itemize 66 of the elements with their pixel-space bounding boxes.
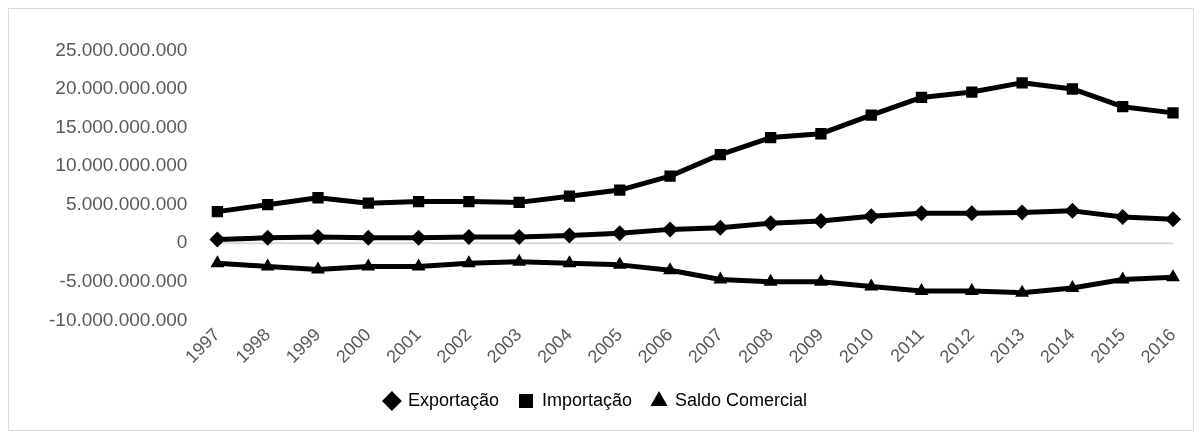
legend-label: Saldo Comercial	[675, 389, 808, 410]
point	[562, 255, 577, 268]
y-tick-label: 25.000.000.000	[55, 38, 188, 60]
point	[1165, 211, 1181, 228]
point	[411, 258, 426, 271]
y-tick-label: 20.000.000.000	[55, 77, 188, 99]
point	[361, 258, 376, 271]
point	[764, 131, 777, 144]
y-tick-label: 5.000.000.000	[65, 192, 188, 214]
point	[915, 91, 928, 104]
point	[913, 205, 930, 222]
point	[563, 190, 576, 202]
point	[262, 199, 274, 211]
point	[360, 229, 377, 246]
point	[1066, 83, 1079, 95]
point	[664, 170, 676, 182]
point	[1115, 271, 1130, 284]
point	[1014, 204, 1031, 221]
y-tick-label: -10.000.000.000	[48, 308, 188, 330]
point	[1167, 107, 1179, 119]
point	[209, 231, 226, 248]
point	[412, 195, 425, 208]
point	[561, 227, 578, 244]
point	[362, 197, 374, 209]
point	[1065, 280, 1080, 293]
point	[815, 128, 827, 140]
point	[1117, 101, 1129, 113]
point	[210, 255, 225, 268]
point	[1016, 77, 1028, 89]
y-tick-label: -5.000.000.000	[59, 270, 188, 292]
point	[865, 109, 877, 121]
point	[863, 208, 880, 225]
point	[410, 229, 427, 246]
point	[712, 219, 729, 236]
point	[513, 196, 525, 209]
point	[260, 258, 275, 271]
legend-label: Importação	[541, 389, 633, 410]
point	[1166, 269, 1180, 282]
point	[963, 205, 980, 222]
point	[662, 221, 679, 238]
point	[311, 261, 325, 274]
point	[312, 192, 324, 204]
point	[713, 271, 728, 284]
point	[663, 262, 677, 275]
point	[763, 273, 778, 286]
point	[612, 256, 627, 269]
point	[964, 283, 979, 296]
point	[914, 283, 929, 296]
point	[211, 205, 224, 218]
point	[614, 184, 626, 196]
point	[461, 255, 476, 268]
legend-label: Exportação	[407, 389, 499, 410]
point	[512, 253, 527, 266]
point	[966, 86, 978, 98]
point	[463, 195, 475, 208]
y-tick-label: 0	[176, 231, 188, 253]
y-tick-label: 10.000.000.000	[55, 154, 188, 176]
point	[814, 273, 828, 286]
point	[762, 215, 779, 232]
point	[864, 278, 879, 291]
point	[1064, 202, 1081, 219]
point	[714, 148, 726, 161]
point	[1015, 284, 1030, 297]
point	[259, 229, 276, 246]
y-tick-label: 15.000.000.000	[55, 115, 188, 137]
point	[1114, 209, 1131, 226]
